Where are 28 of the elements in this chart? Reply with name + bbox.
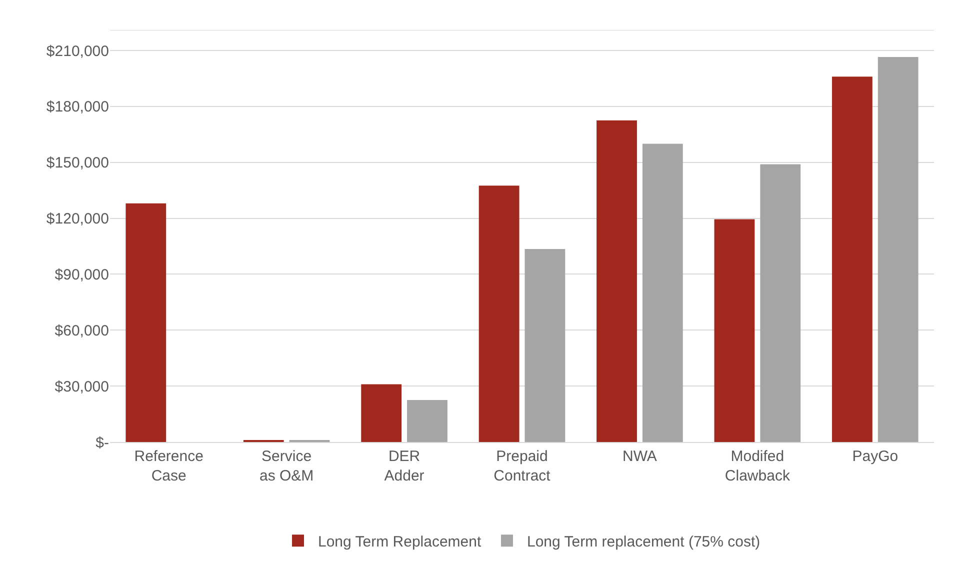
bar [878, 57, 918, 442]
bar [642, 144, 683, 442]
x-tick-label: Modifed Clawback [724, 448, 790, 484]
bar [407, 400, 448, 442]
legend-label: Long Term replacement (75% cost) [526, 534, 760, 550]
legend-label: Long Term Replacement [318, 534, 482, 550]
y-tick-label: $210,000 [46, 42, 109, 60]
x-tick-label: NWA [622, 448, 657, 465]
y-tick-label: $150,000 [46, 154, 109, 172]
y-tick-label: $- [96, 434, 109, 452]
bar [596, 120, 637, 442]
bar [832, 76, 872, 442]
y-tick-label: $90,000 [54, 266, 109, 284]
y-tick-label: $180,000 [46, 98, 109, 116]
x-tick-label: Reference Case [134, 448, 204, 484]
bar [126, 203, 166, 442]
bar [478, 186, 520, 442]
x-tick-label: PayGo [852, 448, 898, 465]
x-tick-label: DER Adder [384, 448, 424, 484]
y-tick-label: $60,000 [54, 322, 109, 340]
y-tick-label: $120,000 [46, 210, 109, 228]
y-tick-label: $30,000 [54, 378, 109, 396]
x-tick-label: Service as O&M [259, 448, 314, 484]
x-tick-label: Prepaid Contract [494, 448, 552, 484]
bar [760, 164, 801, 442]
bar [524, 249, 566, 442]
bar [714, 219, 755, 442]
bar [361, 384, 402, 442]
